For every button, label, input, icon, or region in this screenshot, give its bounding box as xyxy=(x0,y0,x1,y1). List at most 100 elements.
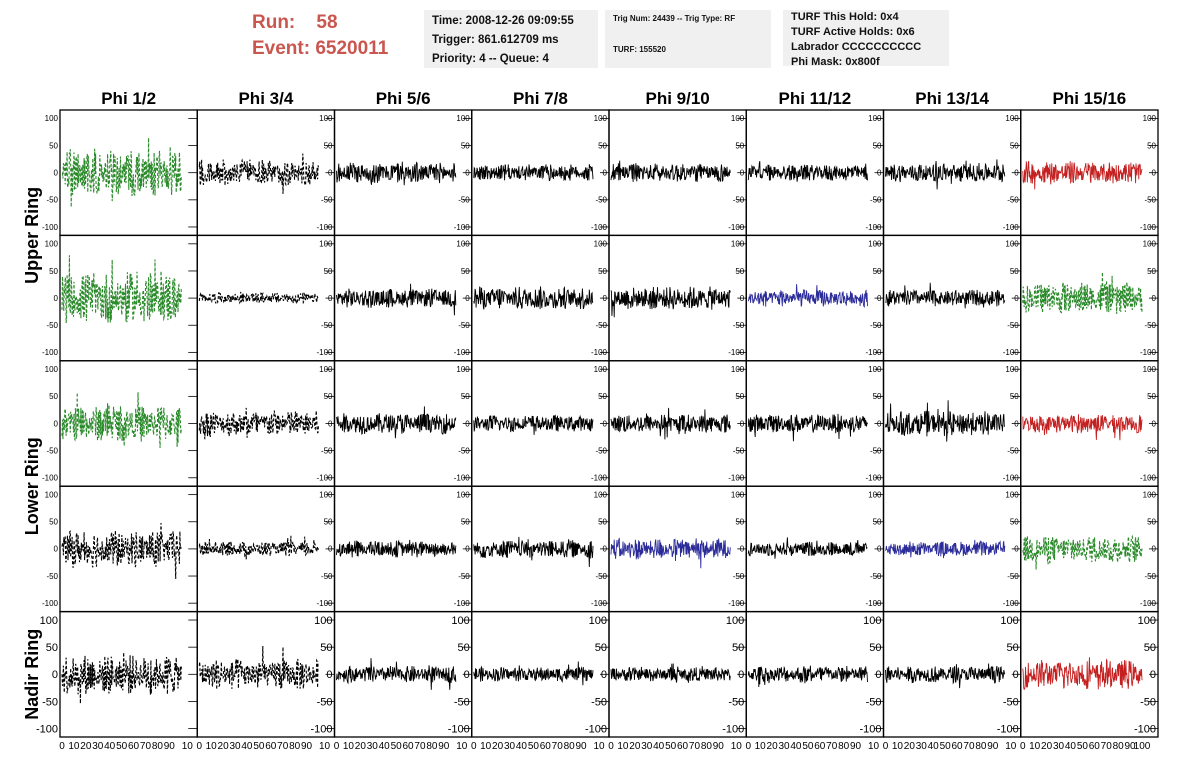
time-info-box: Time: 2008-12-26 09:09:55 Trigger: 861.6… xyxy=(424,10,598,68)
row-group-label: Upper Ring xyxy=(22,187,42,284)
x-tick-label: 10 xyxy=(182,741,194,752)
x-tick-label: 60 xyxy=(1089,741,1101,752)
x-tick-label: 30 xyxy=(778,741,790,752)
x-tick-label: 30 xyxy=(641,741,653,752)
y-tick-label: -100 xyxy=(1003,599,1020,608)
waveform-trace xyxy=(473,661,594,686)
y-tick-label: 50 xyxy=(461,518,470,527)
waveform-trace xyxy=(1022,414,1143,441)
y-tick-label: -50 xyxy=(1144,196,1156,205)
waveform-trace xyxy=(885,539,1006,559)
x-tick-label: 70 xyxy=(963,741,975,752)
y-tick-label: -100 xyxy=(865,348,882,357)
waveform-trace xyxy=(198,291,320,305)
y-tick-label: 0 xyxy=(738,669,744,681)
x-tick-label: 20 xyxy=(218,741,230,752)
x-tick-label: 40 xyxy=(241,741,253,752)
y-tick-label: -100 xyxy=(1003,474,1020,483)
y-tick-label: -100 xyxy=(585,723,607,735)
y-tick-label: 100 xyxy=(456,114,470,123)
x-tick-label: 70 xyxy=(826,741,838,752)
y-tick-label: 50 xyxy=(458,642,470,654)
x-tick-label: 20 xyxy=(492,741,504,752)
x-tick-label: 10 xyxy=(1029,741,1041,752)
event-line: Event: 6520011 xyxy=(252,36,388,62)
x-tick-label: 40 xyxy=(928,741,940,752)
y-tick-label: 50 xyxy=(873,267,882,276)
x-tick-label: 40 xyxy=(653,741,665,752)
x-tick-label: 80 xyxy=(1113,741,1125,752)
y-tick-label: -100 xyxy=(728,474,745,483)
y-tick-label: -100 xyxy=(1003,348,1020,357)
y-tick-label: -100 xyxy=(1140,223,1157,232)
waveform-trace xyxy=(747,665,868,688)
x-tick-label: 30 xyxy=(92,741,104,752)
y-tick-label: -50 xyxy=(870,446,882,455)
y-tick-label: 0 xyxy=(1152,545,1157,554)
x-tick-label: 50 xyxy=(802,741,814,752)
y-tick-label: -100 xyxy=(448,723,470,735)
x-tick-label: 10 xyxy=(1005,741,1017,752)
y-tick-label: 100 xyxy=(868,490,882,499)
x-tick-label: 10 xyxy=(868,741,880,752)
y-tick-label: 100 xyxy=(594,490,608,499)
y-tick-label: 0 xyxy=(1014,169,1019,178)
y-tick-label: 50 xyxy=(1007,642,1019,654)
y-tick-label: -50 xyxy=(1007,321,1019,330)
waveform-trace xyxy=(198,407,320,440)
y-tick-label: -100 xyxy=(591,599,608,608)
x-tick-label: 60 xyxy=(402,741,414,752)
priority-line: Priority: 4 -- Queue: 4 xyxy=(432,53,549,65)
y-tick-label: 50 xyxy=(598,267,607,276)
y-tick-label: -50 xyxy=(595,572,607,581)
y-tick-label: -50 xyxy=(321,321,333,330)
y-tick-label: 50 xyxy=(461,141,470,150)
x-tick-label: 10 xyxy=(343,741,355,752)
y-tick-label: 0 xyxy=(465,545,470,554)
waveform-trace xyxy=(747,413,868,442)
waveform-trace xyxy=(885,663,1006,689)
y-tick-label: 50 xyxy=(735,267,744,276)
y-tick-label: -100 xyxy=(316,348,333,357)
y-tick-label: 100 xyxy=(45,240,59,249)
waveform-trace xyxy=(1022,161,1143,190)
y-tick-label: -50 xyxy=(458,572,470,581)
y-tick-label: 100 xyxy=(594,240,608,249)
y-tick-label: 0 xyxy=(465,419,470,428)
run-event-block: Run: 58 Event: 6520011 xyxy=(252,10,388,62)
y-tick-label: -50 xyxy=(454,696,470,708)
column-header: Phi 7/8 xyxy=(513,89,568,108)
y-tick-label: -50 xyxy=(733,196,745,205)
y-tick-label: 0 xyxy=(603,545,608,554)
trigger-info-box: Trig Num: 24439 -- Trig Type: RF TURF: 1… xyxy=(605,10,771,68)
x-tick-label: 70 xyxy=(140,741,152,752)
waveform-trace xyxy=(473,536,594,568)
y-tick-label: 0 xyxy=(328,419,333,428)
y-tick-label: -50 xyxy=(595,446,607,455)
y-tick-label: -50 xyxy=(870,572,882,581)
y-tick-label: -100 xyxy=(591,348,608,357)
y-tick-label: 0 xyxy=(1152,294,1157,303)
x-tick-label: 30 xyxy=(1053,741,1065,752)
column-header: Phi 13/14 xyxy=(915,89,989,108)
x-tick-label: 0 xyxy=(471,741,477,752)
y-tick-label: 50 xyxy=(49,392,58,401)
y-tick-label: 0 xyxy=(1014,294,1019,303)
x-tick-label: 90 xyxy=(713,741,725,752)
x-tick-label: 0 xyxy=(334,741,340,752)
y-tick-label: 0 xyxy=(1014,419,1019,428)
y-tick-label: 100 xyxy=(726,615,744,627)
y-tick-label: -100 xyxy=(454,223,471,232)
y-tick-label: -50 xyxy=(46,572,58,581)
y-tick-label: 100 xyxy=(1005,490,1019,499)
x-tick-label: 80 xyxy=(838,741,850,752)
x-tick-label: 70 xyxy=(277,741,289,752)
y-tick-label: -50 xyxy=(42,696,58,708)
y-tick-label: 0 xyxy=(1150,669,1156,681)
y-tick-label: 100 xyxy=(1143,114,1157,123)
x-tick-label: 70 xyxy=(414,741,426,752)
y-tick-label: -100 xyxy=(997,723,1019,735)
y-tick-label: 0 xyxy=(601,669,607,681)
y-tick-label: -50 xyxy=(595,196,607,205)
x-tick-label: 40 xyxy=(379,741,391,752)
